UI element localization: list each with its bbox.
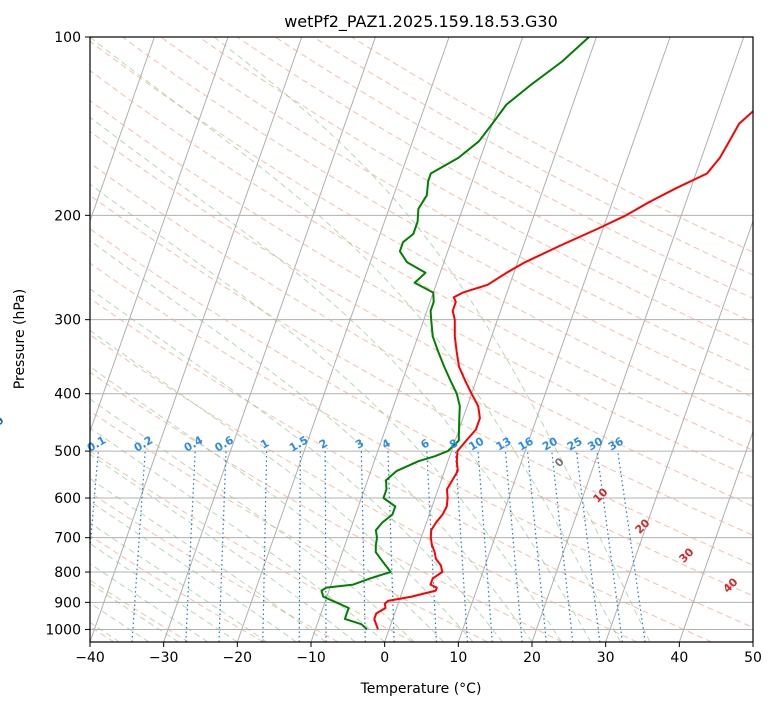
y-tick-label: 700 bbox=[54, 531, 81, 547]
x-axis-ticks: −40 −30 −20 −10 0 10 20 30 40 50 bbox=[75, 642, 762, 666]
y-tick-label: 500 bbox=[54, 444, 81, 460]
x-tick-label: 30 bbox=[597, 650, 615, 666]
isotherm-gridline bbox=[90, 37, 303, 642]
mixing-ratio-line bbox=[551, 451, 574, 642]
mixing-ratio-line bbox=[360, 451, 366, 642]
x-tick-label: 20 bbox=[523, 650, 541, 666]
y-tick-label: 200 bbox=[54, 208, 81, 224]
plot-frame bbox=[89, 36, 754, 643]
mixing-ratio-line bbox=[324, 451, 327, 642]
x-tick-label: −30 bbox=[149, 650, 179, 666]
profile-lines bbox=[320, 37, 753, 631]
mixing-ratio-line bbox=[596, 451, 623, 642]
isotherm-gridline bbox=[605, 219, 753, 642]
dry-adiabat bbox=[90, 491, 339, 642]
moist-adiabat bbox=[90, 240, 533, 642]
mixing-ratio-line bbox=[131, 451, 146, 642]
dry-adiabat-label: -10 bbox=[0, 414, 7, 437]
y-tick-label: 800 bbox=[54, 565, 81, 581]
dewpoint-profile-line bbox=[320, 37, 590, 631]
y-tick-label: 300 bbox=[54, 313, 81, 329]
y-axis-label: Pressure (hPa) bbox=[12, 289, 28, 389]
isotherm-gridline bbox=[678, 430, 753, 642]
mixing-ratio-line bbox=[575, 451, 601, 642]
dry-adiabat bbox=[90, 99, 753, 479]
mixing-ratio-line bbox=[262, 451, 268, 642]
moist-adiabat bbox=[90, 37, 621, 642]
x-tick-label: 0 bbox=[380, 650, 389, 666]
y-tick-label: 600 bbox=[54, 491, 81, 507]
mixing-ratio-line bbox=[504, 451, 523, 642]
x-tick-label: 10 bbox=[449, 650, 467, 666]
moist-adiabat bbox=[90, 288, 503, 642]
x-tick-label: −20 bbox=[223, 650, 253, 666]
x-axis-label: Temperature (°C) bbox=[360, 681, 482, 697]
dry-adiabat bbox=[274, 37, 753, 299]
moist-adiabat bbox=[90, 542, 238, 642]
dry-adiabat bbox=[90, 162, 753, 536]
mixing-ratio-line bbox=[218, 451, 227, 642]
x-tick-label: 50 bbox=[744, 650, 762, 666]
isotherm-gridline bbox=[163, 37, 376, 642]
y-tick-label: 1000 bbox=[45, 622, 81, 638]
moist-adiabat bbox=[90, 478, 326, 642]
moist-adiabat bbox=[90, 116, 592, 642]
dry-adiabat bbox=[90, 262, 753, 629]
mixing-ratio-line bbox=[387, 451, 395, 642]
dry-adiabat bbox=[90, 371, 563, 642]
x-tick-label: −40 bbox=[75, 650, 105, 666]
dry-adiabat bbox=[90, 410, 488, 642]
x-tick-label: −10 bbox=[296, 650, 326, 666]
dry-adiabat bbox=[90, 297, 712, 642]
isotherm-gridline bbox=[236, 37, 450, 642]
x-tick-label: 40 bbox=[670, 650, 688, 666]
dry-adiabat bbox=[122, 37, 753, 398]
dry-adiabat bbox=[90, 228, 753, 597]
mixing-ratio-line bbox=[185, 451, 196, 642]
mixing-ratio-line bbox=[617, 451, 646, 642]
isotherm-gridline bbox=[90, 37, 229, 434]
moist-adiabat bbox=[213, 37, 651, 642]
mixing-ratio-line bbox=[454, 451, 469, 642]
moist-adiabat bbox=[90, 522, 268, 642]
mixing-ratio-line bbox=[298, 451, 301, 642]
isotherm-gridline bbox=[90, 37, 155, 223]
dry-adiabat bbox=[90, 130, 753, 507]
mixing-ratio-line bbox=[477, 451, 493, 642]
y-tick-label: 100 bbox=[54, 30, 81, 46]
mixing-ratio-line bbox=[526, 451, 547, 642]
y-tick-label: 400 bbox=[54, 387, 81, 403]
dry-adiabat bbox=[90, 534, 264, 642]
dry-adiabat bbox=[90, 194, 753, 566]
moist-adiabat bbox=[90, 427, 386, 642]
moist-adiabat bbox=[90, 500, 297, 642]
moist-adiabat bbox=[90, 183, 562, 642]
moist-adiabat bbox=[90, 398, 415, 642]
y-tick-label: 900 bbox=[54, 595, 81, 611]
background-lines bbox=[90, 37, 753, 642]
chart-title: wetPf2_PAZ1.2025.159.18.53.G30 bbox=[284, 12, 558, 32]
temperature-profile-line bbox=[373, 109, 753, 630]
dry-adiabat bbox=[90, 579, 190, 642]
mixing-ratio-lines bbox=[90, 451, 646, 642]
dry-adiabat bbox=[160, 37, 753, 373]
isotherm-gridline bbox=[384, 37, 597, 642]
dry-adiabat bbox=[90, 334, 638, 642]
y-axis-ticks: 100 200 300 400 500 600 700 800 900 1000 bbox=[45, 30, 90, 638]
